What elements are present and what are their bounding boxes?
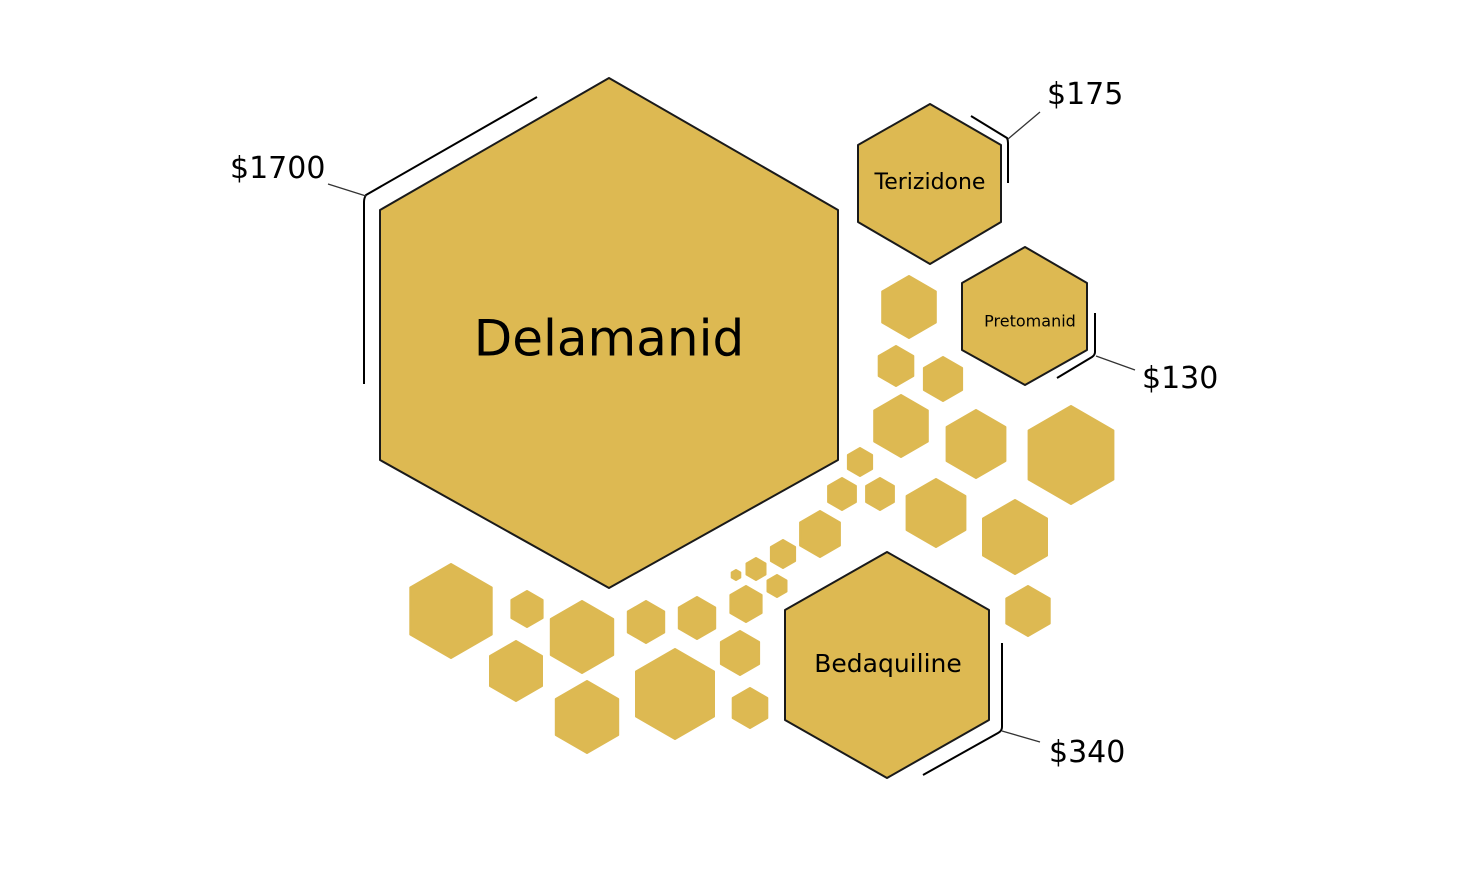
decorative-hexagon [865,477,895,511]
decorative-hexagon [745,557,767,581]
bedaquiline-leader-line [1001,730,1041,743]
terizidone-price: $175 [1047,77,1123,112]
pretomanid-label: Pretomanid [984,312,1076,331]
pretomanid-leader-line [1095,355,1136,371]
decorative-hexagon [881,275,937,339]
pretomanid-hexagon [961,246,1088,386]
decorative-hexagon [549,600,615,674]
terizidone-group: Terizidone [857,103,1002,265]
decorative-hexagon [799,510,841,558]
terizidone-hexagon [857,103,1002,265]
decorative-hexagon [827,477,857,511]
decorative-hexagon [873,394,929,458]
terizidone-label: Terizidone [874,170,986,195]
delamanid-price: $1700 [230,151,325,186]
delamanid-bracket [363,96,538,384]
decorative-hexagon-cluster [409,275,1115,754]
decorative-hexagon [730,569,742,581]
decorative-hexagon [729,585,763,623]
decorative-hexagon [945,409,1007,479]
decorative-hexagon [769,539,797,569]
decorative-hexagon [626,600,666,644]
terizidone-leader-line [1007,111,1041,140]
delamanid-label: Delamanid [474,310,744,368]
pretomanid-bracket [1056,313,1096,379]
decorative-hexagon [1005,585,1051,637]
delamanid-price-callout: $1700 [230,96,538,384]
decorative-hexagon [1027,405,1115,505]
delamanid-group: Delamanid [379,77,839,589]
decorative-hexagon [677,596,717,640]
bedaquiline-price-callout: $340 [922,643,1125,776]
decorative-hexagon [489,640,543,702]
decorative-hexagon [877,345,915,387]
decorative-hexagon [554,680,620,754]
decorative-hexagon [510,590,544,628]
decorative-hexagon [409,563,493,659]
decorative-hexagon [731,687,769,729]
decorative-hexagon [766,574,788,598]
delamanid-leader-line [327,183,367,197]
pretomanid-group: Pretomanid [961,246,1088,386]
bedaquiline-label: Bedaquiline [814,649,962,678]
pretomanid-price: $130 [1142,361,1218,396]
bedaquiline-bracket [922,643,1003,776]
bedaquiline-hexagon [784,551,990,779]
decorative-hexagon [905,478,967,548]
decorative-hexagon [922,356,964,402]
terizidone-bracket [970,115,1009,183]
decorative-hexagon [635,648,715,740]
delamanid-hexagon [379,77,839,589]
terizidone-price-callout: $175 [970,77,1123,183]
bedaquiline-group: Bedaquiline [784,551,990,779]
decorative-hexagon [846,447,874,477]
pretomanid-price-callout: $130 [1056,313,1218,396]
decorative-hexagon [719,630,761,676]
decorative-hexagon [982,499,1048,575]
bedaquiline-price: $340 [1049,735,1125,770]
